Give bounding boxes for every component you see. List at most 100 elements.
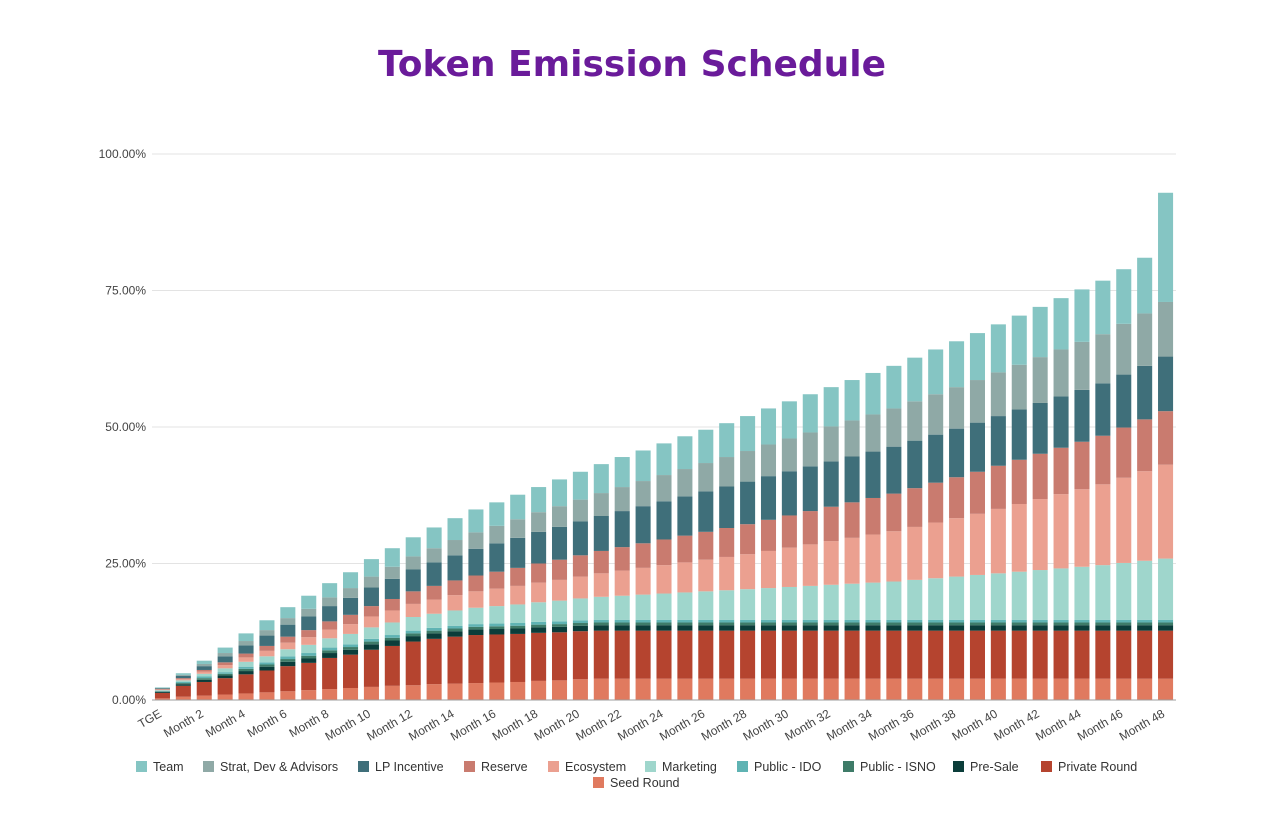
x-tick-label: Month 30 <box>741 706 792 743</box>
bar-segment-reserve <box>969 471 985 514</box>
legend-swatch <box>1041 761 1052 772</box>
bar-segment-lp-incentive <box>1053 396 1069 448</box>
bar-segment-seed-round <box>1032 678 1048 700</box>
bar-segment-reserve <box>426 585 442 600</box>
bar-segment-team <box>1053 298 1069 350</box>
bar-segment-ecosystem <box>175 679 191 681</box>
bar-segment-reserve <box>928 482 944 523</box>
bar-segment-private-round <box>740 630 756 679</box>
bar-segment-pre-sale <box>1095 625 1111 631</box>
bar-segment-public-isno <box>928 622 944 626</box>
bar-segment-ecosystem <box>551 579 568 601</box>
bar-segment-public-isno <box>823 622 839 626</box>
x-tick-label: Month 32 <box>782 706 833 743</box>
bar-segment-public-isno <box>1032 622 1048 626</box>
bar-segment-pre-sale <box>363 644 379 650</box>
y-tick-label: 25.00% <box>105 557 146 571</box>
legend-label: Team <box>153 760 184 774</box>
bar-segment-public-isno <box>907 622 923 626</box>
x-tick-label: Month 24 <box>615 706 666 743</box>
bar-segment-lp-incentive <box>990 416 1006 466</box>
bar-segment-pre-sale <box>969 625 985 631</box>
bar-segment-ecosystem <box>280 642 296 650</box>
bar-segment-strat-dev-advisors <box>405 556 421 570</box>
bar-segment-team <box>510 494 526 520</box>
bar-segment-seed-round <box>886 678 902 700</box>
bar-segment-strat-dev-advisors <box>1074 341 1090 390</box>
bar-segment-public-isno <box>301 655 317 659</box>
bar-segment-public-ido <box>614 619 630 623</box>
y-tick-label: 100.00% <box>99 147 147 161</box>
bar-segment-team <box>656 443 672 476</box>
bar-segment-ecosystem <box>510 585 526 605</box>
bar-segment-lp-incentive <box>572 521 588 556</box>
bar-segment-reserve <box>1032 453 1048 500</box>
bar-segment-ecosystem <box>384 610 400 623</box>
bar-segment-pre-sale <box>572 625 588 632</box>
bar-segment-team <box>1116 269 1132 324</box>
bar-segment-team <box>1158 192 1174 302</box>
bar-segment-private-round <box>1011 630 1027 679</box>
bar-segment-public-isno <box>969 622 985 626</box>
bar-segment-pre-sale <box>489 629 505 635</box>
bar-segment-public-isno <box>656 622 672 626</box>
bar-segment-public-isno <box>1053 622 1069 626</box>
bar-segment-marketing <box>1032 570 1048 620</box>
bar-segment-private-round <box>698 630 714 679</box>
bar-segment-pre-sale <box>593 625 609 631</box>
bar-segment-private-round <box>363 649 379 687</box>
legend-swatch <box>464 761 475 772</box>
bar-segment-lp-incentive <box>740 481 756 525</box>
bar-segment-seed-round <box>740 678 756 700</box>
bar-segment-team <box>405 537 421 557</box>
bar-segment-public-isno <box>1137 622 1153 626</box>
bar-segment-reserve <box>823 506 839 542</box>
bar-segment-lp-incentive <box>280 624 296 637</box>
bar-segment-private-round <box>719 630 735 679</box>
bar-segment-team <box>363 559 379 577</box>
bar-segment-lp-incentive <box>259 635 275 646</box>
bar-segment-public-ido <box>969 619 985 623</box>
bar-segment-team <box>969 333 985 381</box>
bar-segment-team <box>280 607 296 619</box>
bar-segment-strat-dev-advisors <box>949 387 965 429</box>
bar-segment-strat-dev-advisors <box>280 618 296 625</box>
bar-segment-pre-sale <box>719 625 735 631</box>
bar-segment-marketing <box>928 578 944 620</box>
bar-segment-ecosystem <box>447 595 463 611</box>
bar-segment-lp-incentive <box>343 597 359 615</box>
bar-segment-seed-round <box>426 684 442 700</box>
bar-segment-strat-dev-advisors <box>719 457 735 487</box>
bar-segment-pre-sale <box>907 625 923 631</box>
bar-segment-marketing <box>990 573 1006 620</box>
y-tick-label: 75.00% <box>105 284 146 298</box>
bar-segment-team <box>468 509 484 533</box>
bar-segment-team <box>614 457 630 488</box>
bar-segment-pre-sale <box>343 649 359 655</box>
bar-segment-private-round <box>322 657 338 690</box>
bar-segment-reserve <box>238 653 254 658</box>
bar-segment-pre-sale <box>1053 625 1069 631</box>
bar-segment-team <box>990 324 1006 373</box>
bar-segment-seed-round <box>259 692 275 700</box>
x-tick-label: Month 38 <box>908 706 959 743</box>
bar-segment-private-round <box>196 681 212 696</box>
bar-segment-reserve <box>719 528 735 557</box>
bar-segment-strat-dev-advisors <box>238 641 254 646</box>
bar-segment-public-ido <box>719 619 735 623</box>
x-tick-label: Month 2 <box>161 706 206 740</box>
bar-segment-marketing <box>551 600 568 622</box>
bar-segment-seed-round <box>781 678 797 700</box>
bar-segment-private-round <box>1158 630 1174 679</box>
bar-segment-pre-sale <box>259 666 275 671</box>
bar-segment-strat-dev-advisors <box>740 451 756 482</box>
bar-segment-public-ido <box>259 662 275 665</box>
chart-title: Token Emission Schedule <box>378 44 886 85</box>
bar-segment-marketing <box>823 584 839 620</box>
bar-segment-seed-round <box>698 678 714 700</box>
bar-segment-public-ido <box>1011 619 1027 623</box>
bar-segment-seed-round <box>907 678 923 700</box>
bar-segment-strat-dev-advisors <box>614 487 630 512</box>
bar-segment-marketing <box>886 581 902 620</box>
bar-segment-pre-sale <box>844 625 860 631</box>
